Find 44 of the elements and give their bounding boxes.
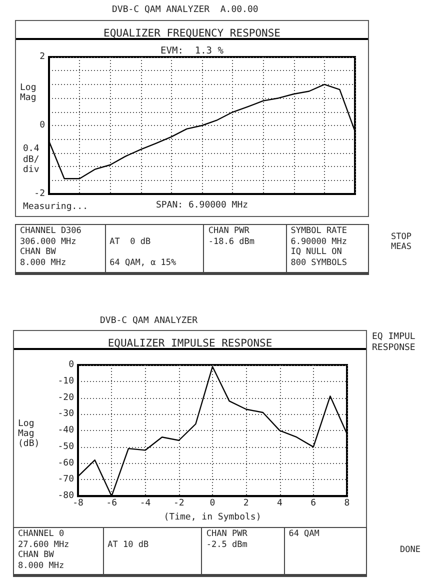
text: AT 10 dB [102,528,202,574]
y-tick-label: -60 [58,458,74,468]
y-tick-label: -2 [34,189,45,199]
text: 64 QAM [284,528,366,574]
y-axis-title: Log Mag [20,83,36,103]
x-tick-label: 4 [277,498,282,509]
text: EQ IMPUL RESPONSE [372,332,416,353]
text: DVB-C QAM ANALYZER [100,316,198,326]
x-tick-label: -8 [72,498,84,509]
x-tick-label: -6 [106,498,118,509]
y-tick-label: 0 [68,360,74,370]
text: CHAN PWR -18.6 dBm [203,225,286,272]
text: AT 0 dB 64 QAM, α 15% [110,236,176,268]
x-tick-label: 2 [243,498,249,509]
text: STOP MEAS [391,232,412,252]
chart-title: EQUALIZER FREQUENCY RESPONSE [103,28,281,40]
y-tick-label: 0 [40,120,45,130]
text: CHANNEL D306 306.000 MHz CHAN BW 8.000 MHz [19,225,82,270]
text: Measuring... [23,202,88,212]
text: CHANNEL 0 27.600 MHz CHAN BW 8.000 MHz [17,528,70,572]
x-tick-label: -4 [140,498,151,509]
x-tick-label: -2 [173,498,184,509]
x-tick-label: 0 [210,498,216,509]
x-tick-label: 8 [344,498,350,509]
x-axis-title: (Time, in Symbols) [164,512,262,522]
y-tick-label: -80 [58,491,74,502]
y-tick-label: -30 [58,409,74,420]
y-tick-label: -50 [58,442,74,452]
text: SYMBOL RATE 6.90000 MHz IQ NULL ON 800 SYMBOLS [286,225,368,272]
x-axis-title: SPAN: 6.90000 MHz [156,200,248,210]
text: DONE [400,545,420,555]
chart-title: EQUALIZER IMPULSE RESPONSE [108,338,272,350]
y-tick-label: 2 [40,52,45,62]
y-axis-title: Log Mag (dB) [18,419,40,449]
y-tick-label: -40 [58,426,74,436]
y-tick-label: -70 [58,474,74,485]
text: DVB-C QAM ANALYZER A.00.00 [112,5,258,15]
text: CHAN PWR -2.5 dBm [201,528,284,574]
y-tick-label: -20 [58,392,74,403]
y-tick-label: -10 [58,376,74,386]
line-series [77,366,348,497]
chart-subtitle: EVM: 1.3 % [160,46,224,56]
text: 0.4 dB/ div [23,144,40,176]
x-tick-label: 6 [310,498,316,509]
